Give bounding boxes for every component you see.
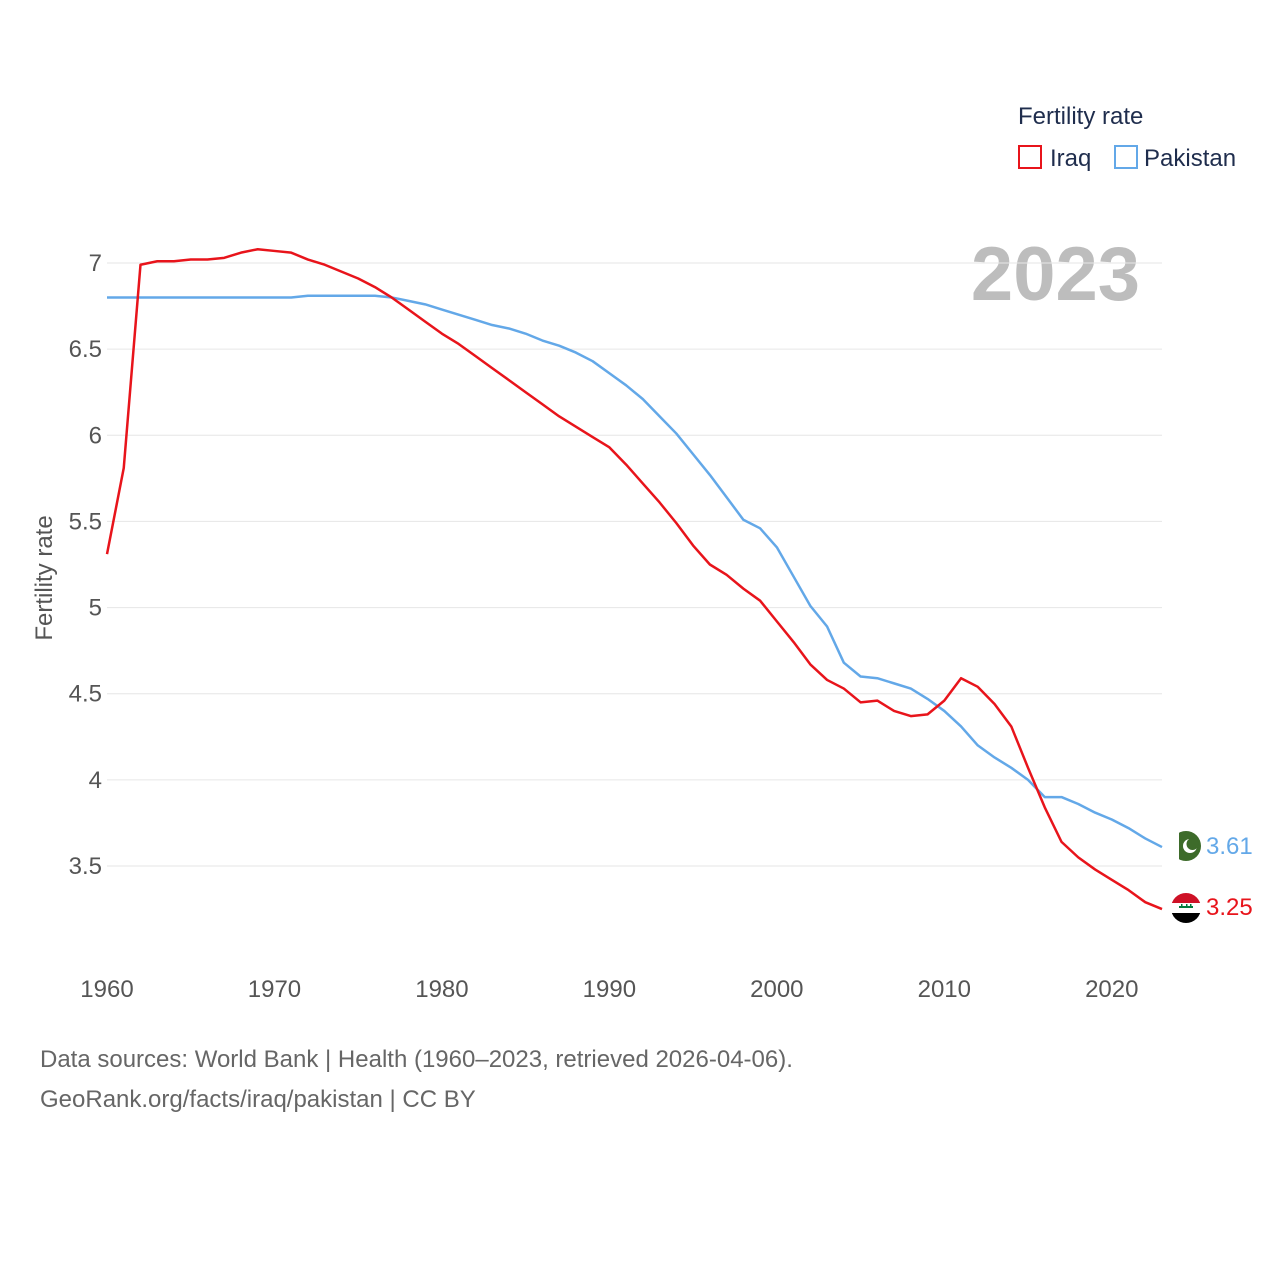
x-tick-label: 2020	[1085, 976, 1138, 1003]
x-tick-label: 2000	[750, 976, 803, 1003]
series-lines	[105, 247, 1163, 911]
source-line-1: Data sources: World Bank | Health (1960–…	[40, 1046, 793, 1073]
iraq-flag-icon	[1171, 893, 1201, 923]
legend-label-pakistan[interactable]: Pakistan	[1144, 145, 1236, 172]
end-label-iraq: 3.25	[1206, 894, 1253, 921]
legend-label-iraq[interactable]: Iraq	[1050, 145, 1091, 172]
y-tick-label: 5	[89, 595, 102, 622]
legend-title: Fertility rate	[1018, 103, 1143, 130]
x-tick-label: 1980	[415, 976, 468, 1003]
x-tick-label: 1990	[583, 976, 636, 1003]
y-tick-label: 7	[89, 250, 102, 277]
y-axis-label: Fertility rate	[31, 515, 58, 640]
y-tick-label: 4.5	[69, 681, 102, 708]
y-tick-label: 4	[89, 767, 102, 794]
y-tick-label: 6.5	[69, 336, 102, 363]
series-line-iraq[interactable]	[105, 247, 1163, 911]
y-tick-label: 3.5	[69, 853, 102, 880]
gridlines	[107, 262, 1162, 867]
source-line-2[interactable]: GeoRank.org/facts/iraq/pakistan | CC BY	[40, 1086, 476, 1113]
y-tick-label: 5.5	[69, 508, 102, 535]
year-label: 2023	[971, 232, 1140, 317]
source-note: Data sources: World Bank | Health (1960–…	[40, 1040, 793, 1120]
x-axis-ticks: 1960 1970 1980 1990 2000 2010 2020	[80, 976, 1138, 1003]
x-tick-label: 2010	[918, 976, 971, 1003]
legend[interactable]: Fertility rate Iraq Pakistan	[1018, 103, 1236, 172]
legend-swatch-pakistan[interactable]	[1114, 145, 1138, 169]
y-tick-label: 6	[89, 422, 102, 449]
x-tick-label: 1970	[248, 976, 301, 1003]
end-label-pakistan: 3.61	[1206, 833, 1253, 860]
y-axis-ticks: 3.5 4 4.5 5 5.5 6 6.5 7	[69, 250, 102, 880]
legend-swatch-iraq[interactable]	[1018, 145, 1042, 169]
x-tick-label: 1960	[80, 976, 133, 1003]
series-line-pakistan[interactable]	[107, 294, 1163, 849]
pakistan-flag-icon	[1171, 831, 1201, 861]
